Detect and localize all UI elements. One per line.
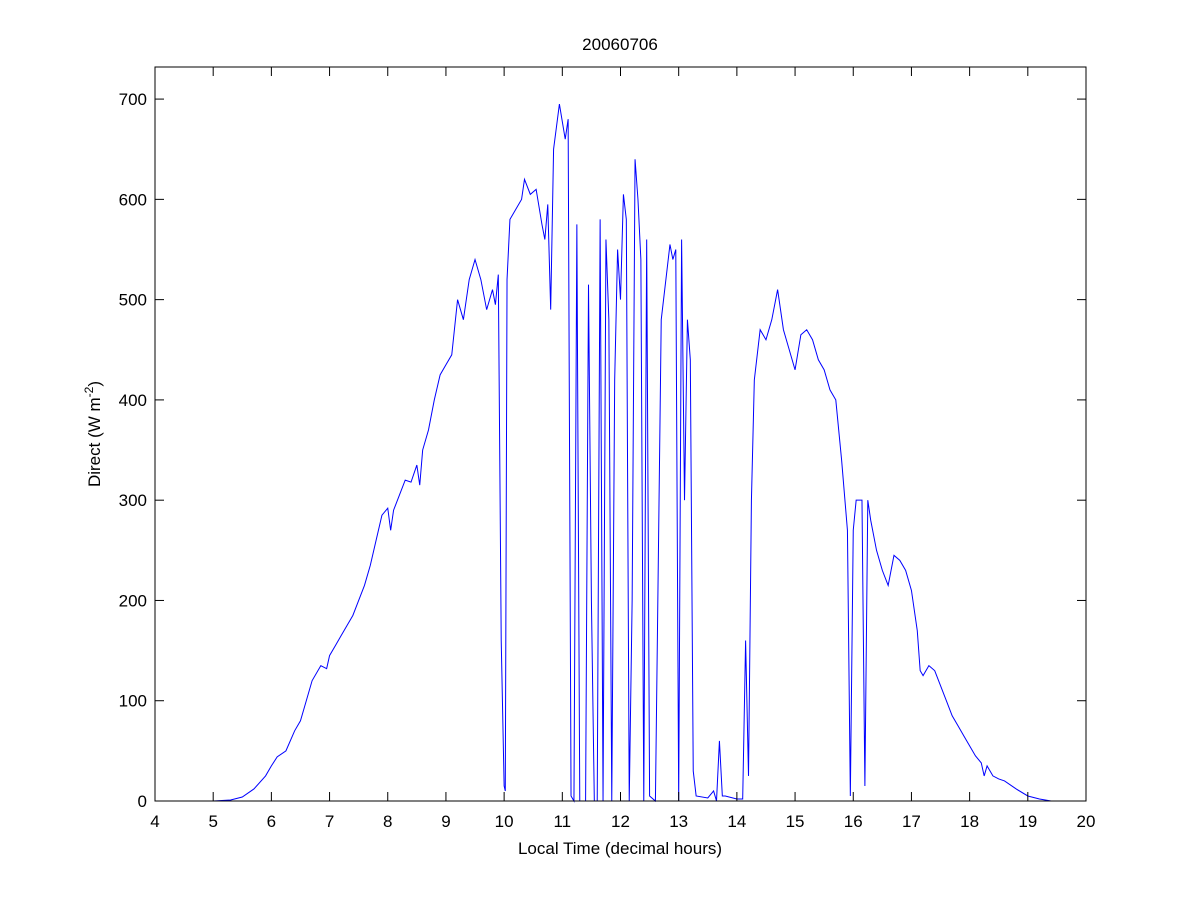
y-tick-label: 500 <box>119 291 147 310</box>
y-tick-label: 400 <box>119 391 147 410</box>
x-tick-label: 20 <box>1077 812 1096 831</box>
x-tick-label: 6 <box>267 812 276 831</box>
x-tick-label: 18 <box>960 812 979 831</box>
y-axis-label: Direct (W m-2) <box>82 381 104 487</box>
x-tick-label: 11 <box>553 812 571 831</box>
data-line <box>213 104 1057 803</box>
plot-frame <box>154 66 1087 802</box>
y-axis-label-sup: -2 <box>82 386 96 397</box>
x-tick-label: 12 <box>611 812 630 831</box>
y-tick-label: 700 <box>119 90 147 109</box>
chart-title: 20060706 <box>582 35 658 54</box>
x-tick-label: 14 <box>727 812 746 831</box>
x-tick-label: 10 <box>495 812 514 831</box>
y-tick-label: 300 <box>119 491 147 510</box>
x-tick-label: 8 <box>383 812 392 831</box>
x-tick-label: 19 <box>1018 812 1037 831</box>
x-tick-label: 16 <box>844 812 863 831</box>
x-tick-label: 4 <box>150 812 159 831</box>
x-tick-label: 17 <box>902 812 921 831</box>
x-tick-label: 7 <box>325 812 334 831</box>
x-tick-label: 15 <box>786 812 805 831</box>
y-axis-label-end: ) <box>85 381 104 387</box>
x-axis-label: Local Time (decimal hours) <box>518 839 722 858</box>
x-tick-label: 13 <box>669 812 688 831</box>
y-tick-label: 100 <box>119 692 147 711</box>
y-tick-label: 600 <box>119 190 147 209</box>
x-tick-label: 5 <box>208 812 217 831</box>
y-tick-label: 0 <box>138 792 147 811</box>
y-tick-label: 200 <box>119 591 147 610</box>
x-tick-label: 9 <box>441 812 450 831</box>
y-axis-label-main: Direct (W m <box>85 397 104 487</box>
